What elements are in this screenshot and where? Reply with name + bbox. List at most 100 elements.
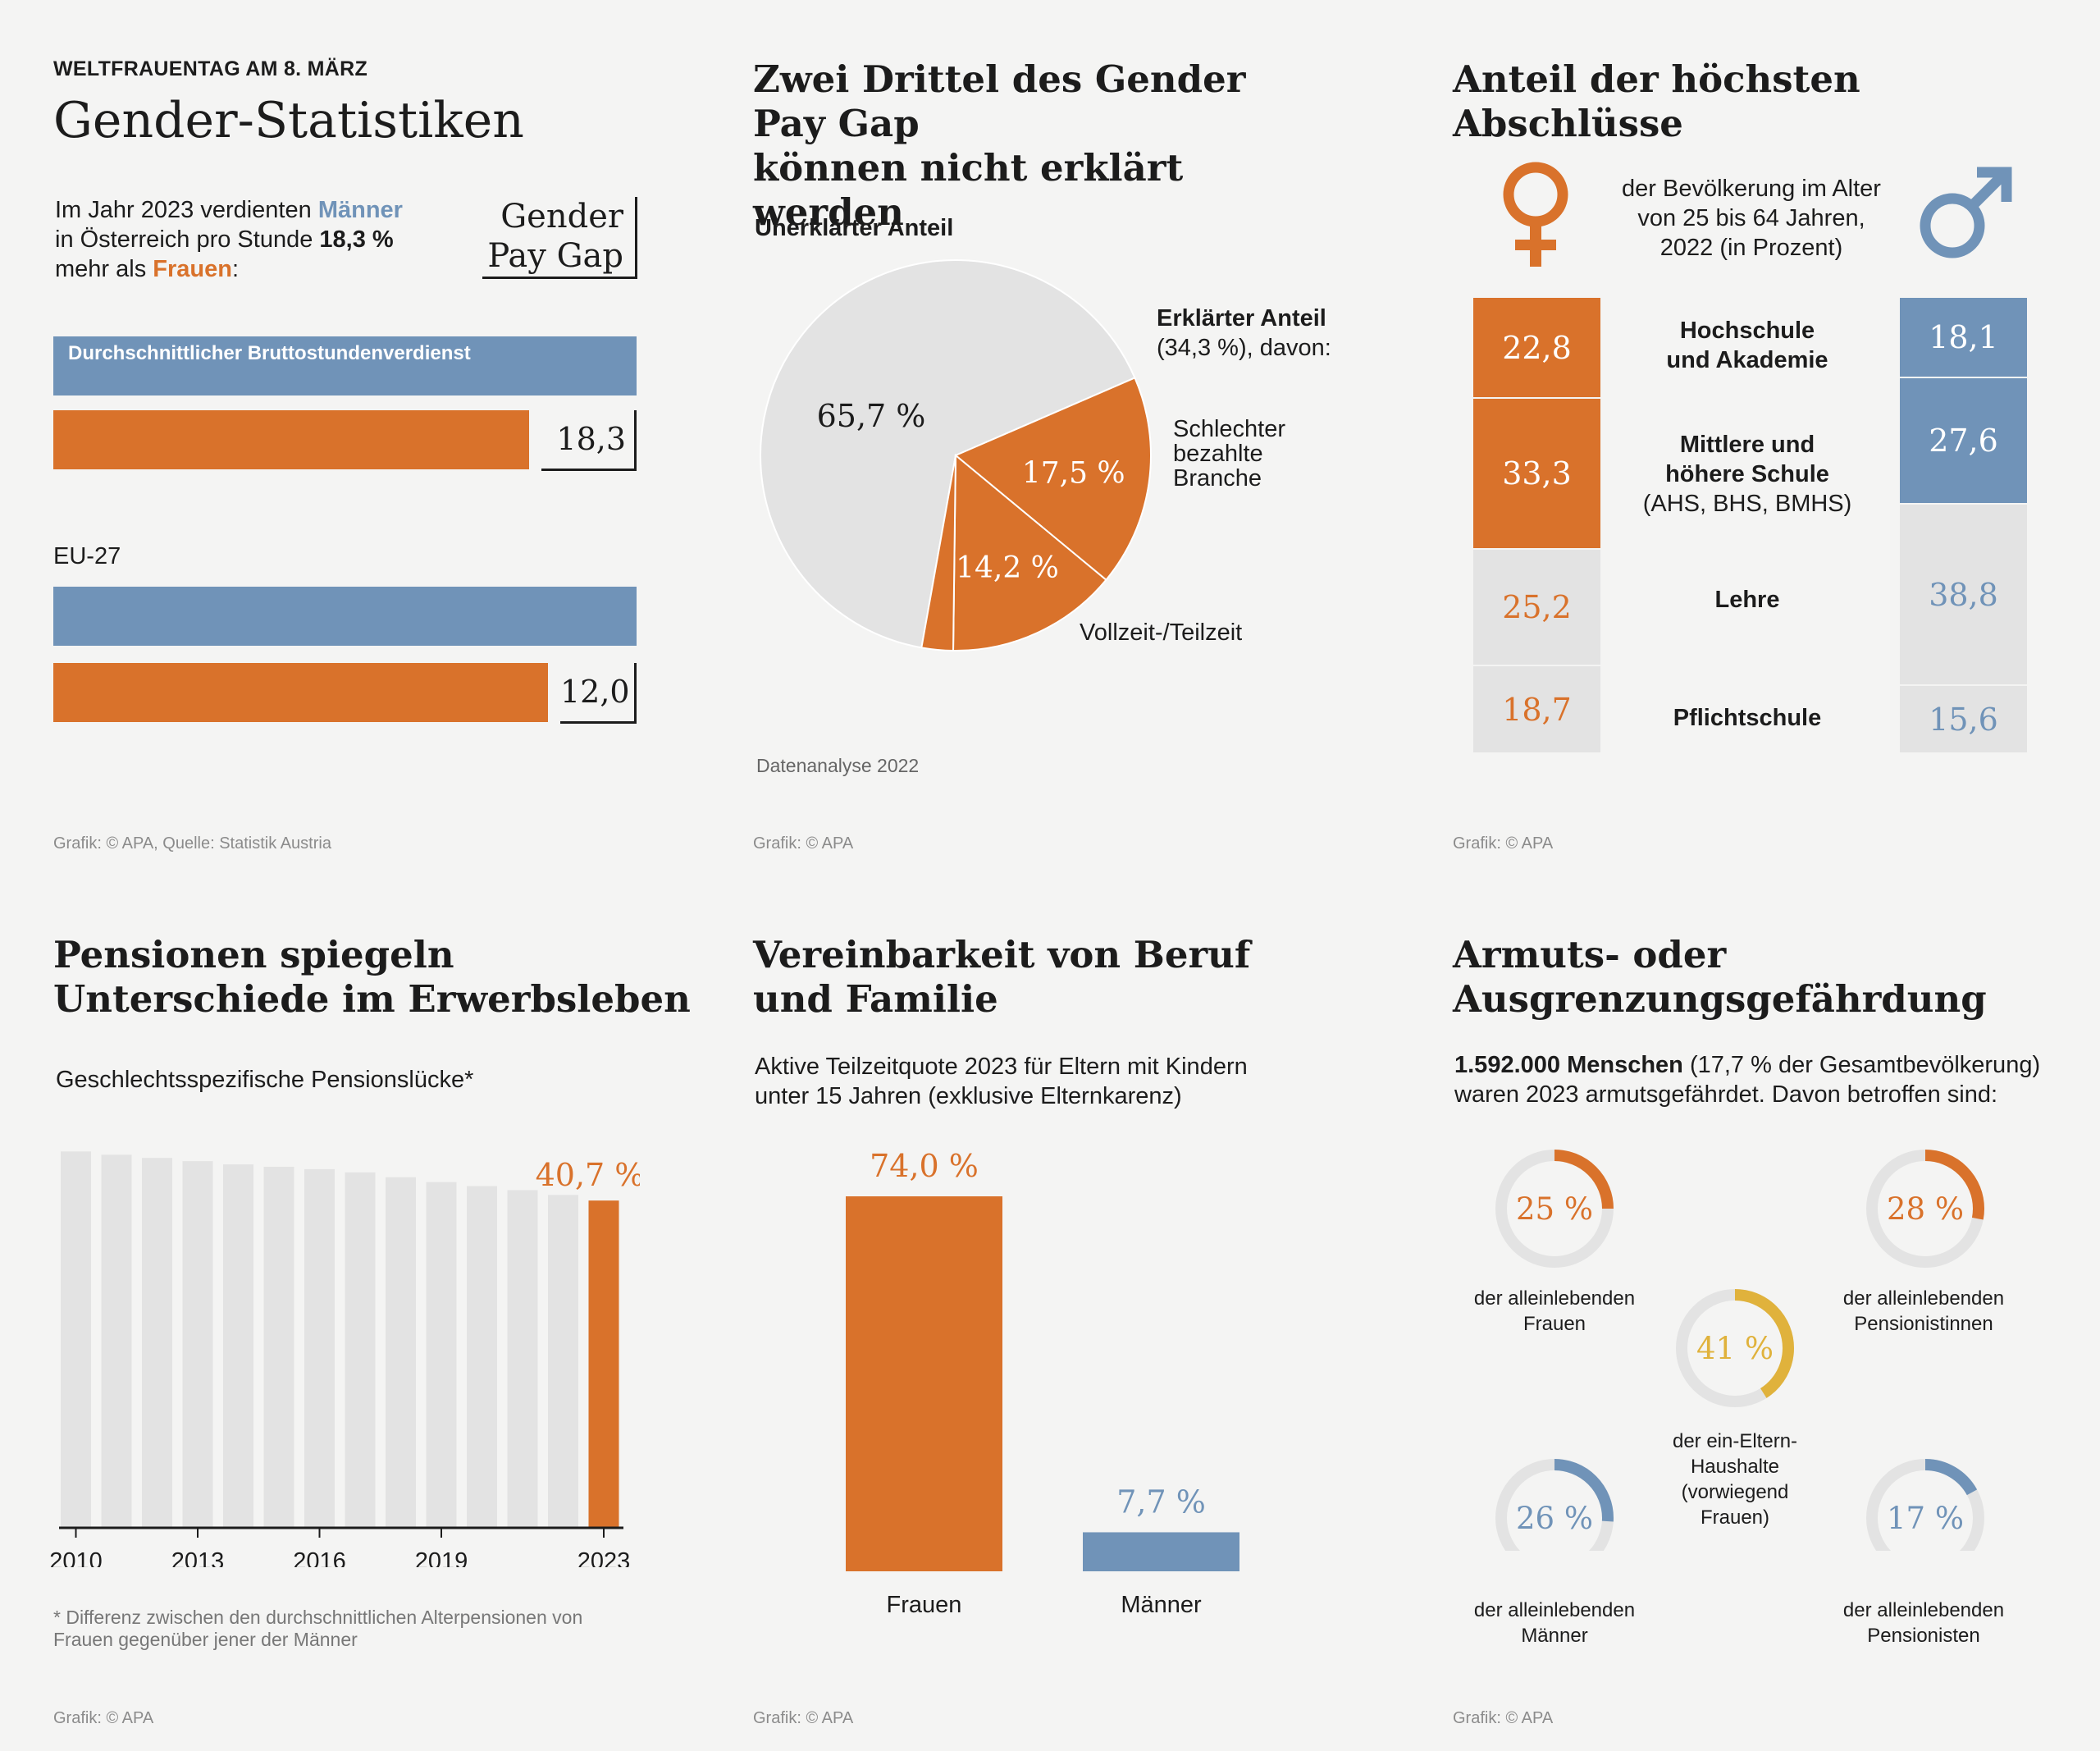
intro-part: Im Jahr 2023 verdienten [55,197,318,223]
parttime-category-label: Männer [1121,1592,1202,1618]
category-hochschule: Hochschule und Akademie [1608,316,1887,375]
intro-women: Frauen [153,256,232,282]
pension-subtitle: Geschlechtsspezifische Pensionslücke* [56,1067,474,1093]
bar-women-austria [53,410,529,469]
pie-label-fulltime: 14,2 % [956,551,1059,585]
pension-bar [345,1172,376,1528]
subtitle-line: von 25 bis 64 Jahren, [1637,205,1865,231]
footnote-line: Frauen gegenüber jener der Männer [53,1629,358,1650]
women-cell-lehre: 25,2 [1473,550,1600,665]
pension-highlight-label: 40,7 % [536,1157,640,1193]
women-cell-pflichtschule: 18,7 [1473,666,1600,752]
pension-bar [263,1166,294,1528]
pension-title: Pensionen spiegeln Unterschiede im Erwer… [53,933,691,1022]
caption-line: der alleinlebenden [1842,1287,2005,1310]
intro-part: : [231,256,240,282]
title-line: und Familie [753,977,998,1021]
pension-bar [386,1177,416,1528]
pension-bar [507,1190,538,1528]
x-tick-label: 2016 [293,1548,346,1567]
pie-slice-explained-rest [920,455,956,651]
female-symbol-icon [1503,162,1568,267]
pension-bar [182,1161,213,1528]
pension-bar [61,1151,91,1528]
parttime-bar-chart: 74,0 % Frauen 7,7 % Männer [846,1148,1239,1618]
subtitle-line: 2022 (in Prozent) [1659,235,1843,261]
caption-line: Frauen) [1700,1506,1770,1529]
title-line: Pensionen spiegeln [53,933,454,976]
men-cell-mittlere: 27,6 [1900,378,2027,503]
bar-men-austria: Durchschnittlicher Bruttostundenverdiens… [53,336,637,395]
donut-eltern-arc [1676,1289,1794,1407]
male-symbol-icon [1920,167,2012,258]
pension-bar [467,1186,497,1528]
credit: Grafik: © APA [753,834,854,853]
bar-men-eu [53,587,637,646]
category-lehre: Lehre [1714,587,1780,613]
poverty-title: Armuts- oder Ausgrenzungsgefährdung [1453,933,1987,1022]
main-title: Gender-Statistiken [53,92,524,149]
eu-label: EU-27 [53,543,121,569]
credit: Grafik: © APA [753,1709,854,1727]
credit: Grafik: © APA [1453,834,1554,853]
branche-label: Schlechter bezahlte Branche [1173,417,1285,491]
pension-bar-highlight [588,1200,619,1528]
intro-value: 18,3 % [319,226,394,253]
kicker: WELTFRAUENTAG AM 8. MÄRZ [53,57,368,80]
subtitle-line: der Bevölkerung im Alter [1622,176,1881,202]
pie-label-unexplained: 65,7 % [817,398,926,434]
explained-label: Erklärter Anteil (34,3 %), davon: [1157,304,1331,363]
pension-bar [101,1154,132,1528]
x-tick-label: 2023 [578,1548,631,1567]
donut-pensionistinnen-label: 28 % [1887,1191,1964,1227]
men-cell-pflichtschule: 15,6 [1900,686,2027,752]
x-tick-label: 2013 [171,1548,225,1567]
women-cell-hochschule: 22,8 [1473,298,1600,397]
parttime-value-label: 7,7 % [1116,1484,1206,1520]
donut-eltern-label: 41 % [1696,1331,1774,1366]
category-line: (AHS, BHS, BMHS) [1642,491,1852,517]
gender-pay-gap-badge: Gender Pay Gap [482,197,637,279]
footnote-line: * Differenz zwischen den durchschnittlic… [53,1607,583,1628]
subtitle-line: unter 15 Jahren (exklusive Elternkarenz) [755,1083,1182,1109]
category-line: und Akademie [1666,347,1828,373]
caption-line: Pensionisten [1867,1625,1980,1647]
pension-bar [548,1195,578,1528]
category-pflichtschule: Pflichtschule [1673,705,1822,731]
donut-caption-pensionistinnen: der alleinlebenden Pensionistinnen [1825,1286,2022,1337]
category-line: höhere Schule [1665,461,1829,487]
caption-line: Pensionistinnen [1854,1313,1993,1335]
donut-caption-frauen: der alleinlebenden Frauen [1456,1286,1653,1337]
subtitle-line: Aktive Teilzeitquote 2023 für Eltern mit… [755,1054,1248,1080]
credit: Grafik: © APA [53,1709,154,1727]
value-label-eu: 12,0 [560,663,637,724]
parttime-value-label: 74,0 % [870,1148,979,1184]
branche-line: Branche [1173,465,1262,491]
caption-line: der alleinlebenden [1473,1287,1636,1310]
fulltime-label: Vollzeit-/Teilzeit [1080,619,1243,646]
branche-line: bezahlte [1173,441,1263,467]
value-label-austria: 18,3 [541,410,637,471]
pie-chart: 65,7 % 17,5 % 14,2 % [760,259,1152,651]
donut-caption-eltern: der ein-Eltern- Haushalte (vorwiegend Fr… [1641,1429,1829,1530]
bar-women-eu [53,663,548,722]
caption-line: der alleinlebenden [1473,1599,1636,1621]
parttime-category-label: Frauen [887,1592,962,1618]
intro-part: mehr als [55,256,153,282]
caption-line: der alleinlebenden [1842,1599,2005,1621]
pie-label-branche: 17,5 % [1022,456,1125,490]
branche-line: Schlechter [1173,416,1286,442]
intro-part: in Österreich pro Stunde [55,226,320,253]
caption-line: der ein-Eltern- [1672,1430,1798,1452]
pension-bar-chart: 40,7 % 2010 2013 2016 2019 2023 [49,1151,640,1567]
donut-maenner-arc [1495,1459,1614,1551]
category-line: Hochschule [1679,318,1815,344]
x-tick-label: 2019 [415,1548,468,1567]
title-line: können nicht erklärt werden [753,146,1184,234]
intro-men: Männer [317,197,403,223]
pie-slice-fulltime [952,453,1107,651]
credit: Grafik: © APA [1453,1709,1554,1727]
caption-line: Männer [1521,1625,1588,1647]
donut-caption-maenner: der alleinlebenden Männer [1456,1598,1653,1648]
parttime-bar-men [1083,1532,1239,1571]
